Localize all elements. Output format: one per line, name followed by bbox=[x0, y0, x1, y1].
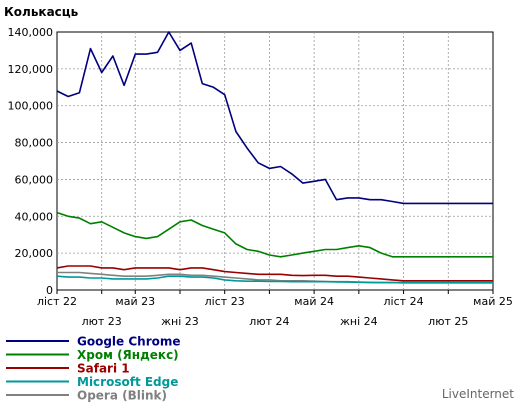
credit-label: LiveInternet bbox=[442, 387, 514, 401]
y-tick-label: 100,000 bbox=[8, 100, 54, 113]
legend-item-label: Microsoft Edge bbox=[77, 375, 178, 389]
series-line-хром-яндекс- bbox=[56, 211, 493, 258]
y-axis: 0 20,000 40,000 60,000 80,000 100,000 120,000 1… bbox=[8, 26, 54, 297]
y-tick-label: 20,000 bbox=[15, 247, 54, 260]
y-tick-label: 40,000 bbox=[15, 210, 54, 223]
legend-item-label: Opera (Blink) bbox=[77, 389, 167, 403]
y-tick-label: 120,000 bbox=[8, 63, 54, 76]
x-tick-label: май 25 bbox=[473, 295, 513, 308]
x-tick-label: жні 23 bbox=[161, 315, 199, 328]
x-tick-label: лют 25 bbox=[428, 315, 468, 328]
x-tick-label: жні 24 bbox=[340, 315, 378, 328]
y-tick-label: 140,000 bbox=[8, 26, 54, 39]
legend-item-label: Google Chrome bbox=[77, 335, 181, 349]
y-axis-title: Колькасць bbox=[4, 5, 79, 19]
y-tick-label: 60,000 bbox=[15, 173, 54, 186]
x-tick-label: ліст 22 bbox=[37, 295, 77, 308]
x-tick-label: ліст 24 bbox=[384, 295, 424, 308]
grid bbox=[57, 32, 493, 290]
x-tick-label: май 23 bbox=[115, 295, 155, 308]
legend-item-label: Safari 1 bbox=[77, 362, 130, 376]
x-tick-label: лют 23 bbox=[82, 315, 122, 328]
series-lines bbox=[56, 31, 493, 284]
y-tick-label: 0 bbox=[46, 284, 53, 297]
legend-item-label: Хром (Яндекс) bbox=[77, 348, 179, 362]
x-tick-label: ліст 23 bbox=[205, 295, 245, 308]
plot-area bbox=[56, 31, 494, 291]
series-line-google-chrome bbox=[56, 31, 493, 205]
series-line-microsoft-edge bbox=[56, 275, 493, 284]
x-axis: ліст 22 лют 23 май 23 жні 23 ліст 23 лют 24 ма… bbox=[37, 290, 513, 328]
x-tick-label: лют 24 bbox=[249, 315, 289, 328]
y-tick-label: 80,000 bbox=[15, 137, 54, 150]
x-tick-label: май 24 bbox=[294, 295, 334, 308]
series-line-safari-1 bbox=[56, 265, 493, 282]
